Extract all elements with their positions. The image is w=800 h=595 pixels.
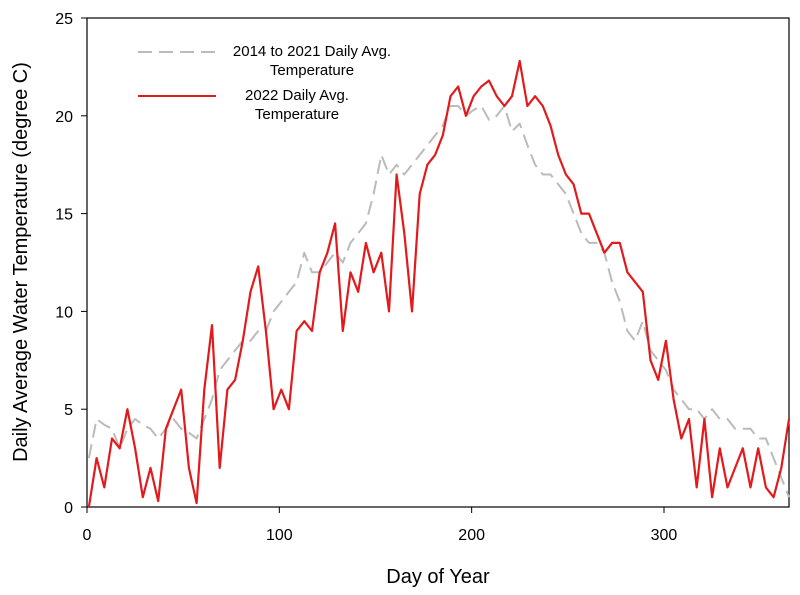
y-tick-label: 25 xyxy=(55,11,73,28)
y-tick-label: 10 xyxy=(55,304,73,321)
y-tick-label: 15 xyxy=(55,207,73,224)
y-tick-label: 5 xyxy=(64,402,73,419)
data-line xyxy=(87,59,791,508)
x-tick-label: 300 xyxy=(651,527,678,544)
y-axis-label: Daily Average Water Temperature (degree … xyxy=(10,62,32,462)
y-tick-label: 20 xyxy=(55,109,73,126)
legend-label: 2014 to 2021 Daily Avg. Temperature xyxy=(232,43,392,79)
y-tick-label: 0 xyxy=(64,500,73,517)
x-tick-label: 100 xyxy=(266,527,293,544)
x-tick-label: 200 xyxy=(458,527,485,544)
x-axis-label: Day of Year xyxy=(386,566,490,588)
x-tick-label: 0 xyxy=(83,527,92,544)
legend-label: 2022 Daily Avg. Temperature xyxy=(245,87,349,123)
plot-frame xyxy=(86,17,790,508)
data-line xyxy=(87,105,790,498)
